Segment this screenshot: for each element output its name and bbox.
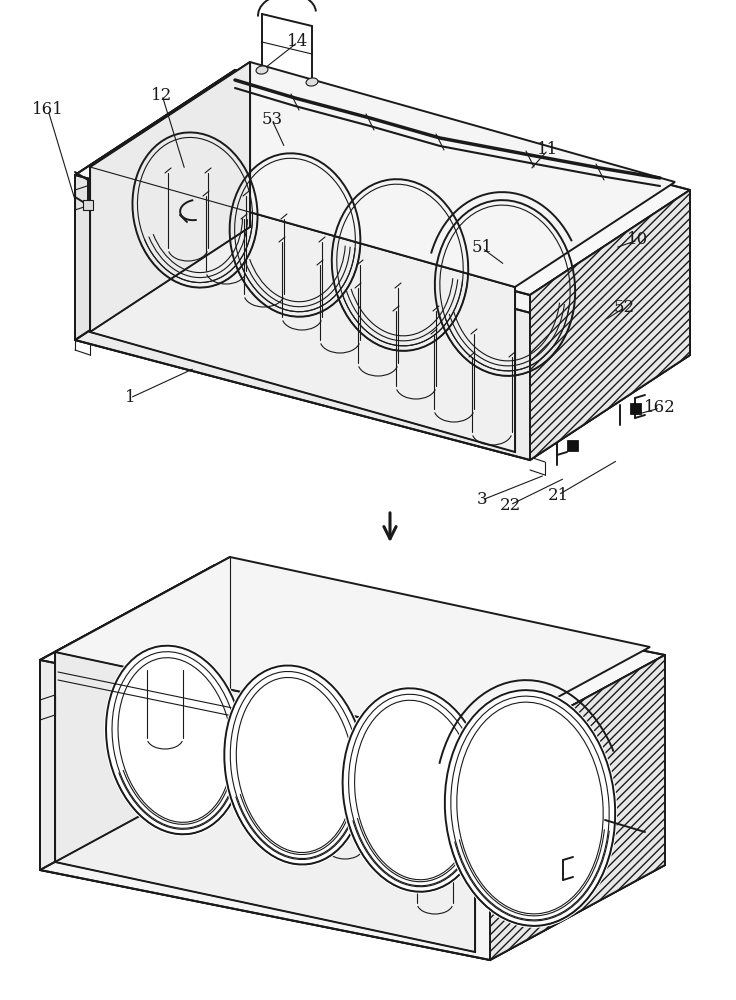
Text: 162: 162 — [644, 399, 676, 416]
Polygon shape — [55, 557, 650, 742]
Text: 3: 3 — [477, 491, 487, 508]
Ellipse shape — [104, 644, 246, 836]
Polygon shape — [40, 660, 490, 960]
Polygon shape — [55, 557, 230, 862]
Polygon shape — [83, 200, 93, 210]
Polygon shape — [90, 167, 515, 452]
Polygon shape — [90, 62, 675, 287]
Ellipse shape — [635, 329, 645, 335]
Polygon shape — [490, 655, 665, 960]
Text: 51: 51 — [472, 239, 492, 256]
Text: 10: 10 — [627, 232, 648, 248]
Polygon shape — [55, 652, 475, 952]
Text: 1: 1 — [124, 389, 135, 406]
Polygon shape — [75, 235, 690, 460]
Text: 21: 21 — [548, 487, 569, 504]
Ellipse shape — [306, 78, 318, 86]
Text: 12: 12 — [152, 87, 173, 104]
Ellipse shape — [443, 688, 618, 928]
Bar — [567, 440, 578, 450]
Ellipse shape — [222, 663, 368, 867]
Ellipse shape — [341, 686, 489, 894]
Text: 161: 161 — [32, 102, 64, 118]
Text: 22: 22 — [499, 496, 520, 514]
Ellipse shape — [256, 66, 268, 74]
Text: 53: 53 — [261, 111, 283, 128]
Polygon shape — [90, 62, 250, 332]
Polygon shape — [530, 190, 690, 460]
Polygon shape — [75, 70, 690, 295]
Polygon shape — [40, 775, 665, 960]
Polygon shape — [75, 70, 235, 340]
Polygon shape — [40, 565, 215, 870]
Bar — [575, 874, 586, 886]
Bar — [629, 402, 640, 414]
Text: 14: 14 — [287, 33, 308, 50]
Polygon shape — [40, 565, 665, 750]
Bar — [632, 840, 643, 850]
Polygon shape — [75, 175, 530, 460]
Text: 52: 52 — [613, 300, 634, 316]
Text: 11: 11 — [537, 141, 559, 158]
